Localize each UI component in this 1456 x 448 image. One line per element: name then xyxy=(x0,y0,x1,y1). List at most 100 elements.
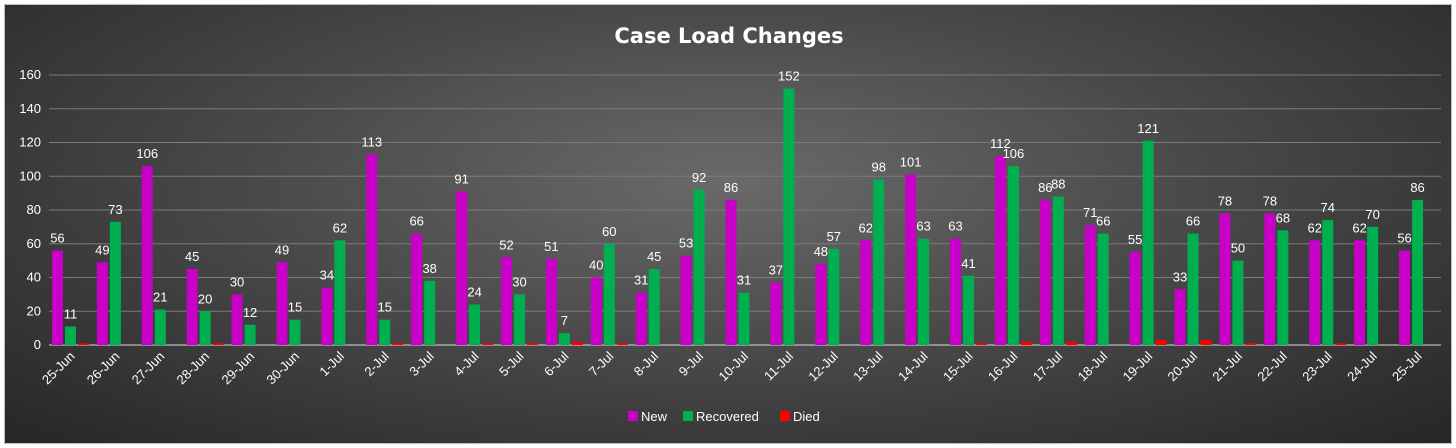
x-tick-label: 25-Jul xyxy=(1389,348,1425,384)
legend: New Recovered Died xyxy=(628,409,820,424)
data-label-new: 113 xyxy=(361,134,382,149)
y-tick-label: 60 xyxy=(27,236,41,251)
y-tick-label: 40 xyxy=(27,270,41,285)
bar-died-19-Jul xyxy=(1155,339,1167,345)
bar-recovered-4-Jul xyxy=(469,304,481,345)
legend-item-new: New xyxy=(628,409,668,424)
x-tick-label: 2-Jul xyxy=(361,348,392,379)
bar-recovered-7-Jul xyxy=(603,243,615,345)
chart-frame: Case Load Changes 0 20 40 60 80 100 120 140 160 … xyxy=(4,4,1452,444)
data-label-recovered: 66 xyxy=(1186,214,1200,229)
data-label-recovered: 63 xyxy=(916,219,930,234)
x-tick-label: 1-Jul xyxy=(316,348,347,379)
data-label-new: 55 xyxy=(1128,232,1142,247)
bar-died-7-Jul xyxy=(616,343,628,345)
data-label-recovered: 21 xyxy=(153,290,167,305)
data-label-new: 49 xyxy=(275,242,289,257)
bar-died-6-Jul xyxy=(571,341,583,345)
bar-recovered-15-Jul xyxy=(963,275,975,345)
bar-recovered-28-Jun xyxy=(199,311,211,345)
bar-new-3-Jul xyxy=(411,233,423,345)
bar-new-17-Jul xyxy=(1039,199,1051,345)
bar-died-17-Jul xyxy=(1065,341,1077,345)
bar-recovered-6-Jul xyxy=(558,333,570,345)
y-tick-label: 100 xyxy=(19,168,41,183)
bar-new-2-Jul xyxy=(366,154,378,345)
bar-recovered-17-Jul xyxy=(1052,196,1064,345)
x-tick-label: 15-Jul xyxy=(940,348,976,384)
bar-new-23-Jul xyxy=(1309,240,1321,345)
x-tick-label: 3-Jul xyxy=(406,348,437,379)
x-tick-label: 18-Jul xyxy=(1075,348,1111,384)
data-label-recovered: 62 xyxy=(333,220,347,235)
bar-recovered-12-Jul xyxy=(828,248,840,345)
data-label-new: 37 xyxy=(769,263,783,278)
x-tick-label: 22-Jul xyxy=(1254,348,1290,384)
bar-new-7-Jul xyxy=(590,277,602,345)
bar-new-14-Jul xyxy=(905,174,917,345)
data-label-recovered: 92 xyxy=(692,170,706,185)
data-label-new: 112 xyxy=(990,136,1011,151)
bar-new-20-Jul xyxy=(1174,289,1186,345)
x-tick-label: 10-Jul xyxy=(715,348,751,384)
data-label-recovered: 45 xyxy=(647,249,661,264)
legend-swatch xyxy=(780,411,790,421)
y-tick-label: 120 xyxy=(19,135,41,150)
data-label-recovered: 60 xyxy=(602,224,616,239)
bar-recovered-25-Jun xyxy=(64,326,76,345)
data-label-new: 49 xyxy=(95,242,109,257)
x-tick-label: 5-Jul xyxy=(496,348,527,379)
bar-recovered-2-Jul xyxy=(379,319,391,345)
bar-recovered-5-Jul xyxy=(513,294,525,345)
legend-label: New xyxy=(641,409,668,424)
data-label-new: 71 xyxy=(1083,205,1097,220)
bar-new-25-Jun xyxy=(51,250,63,345)
x-tick-label: 29-Jun xyxy=(218,349,257,388)
data-label-new: 91 xyxy=(454,171,468,186)
bar-recovered-30-Jun xyxy=(289,319,301,345)
data-label-recovered: 15 xyxy=(378,300,392,315)
bar-new-4-Jul xyxy=(456,191,468,345)
bar-died-16-Jul xyxy=(1020,341,1032,345)
data-label-new: 52 xyxy=(499,237,513,252)
bar-died-23-Jul xyxy=(1335,343,1347,345)
bar-new-10-Jul xyxy=(725,199,737,345)
data-label-new: 106 xyxy=(136,146,158,161)
data-label-recovered: 15 xyxy=(288,300,302,315)
bars xyxy=(51,88,1424,345)
bar-recovered-19-Jul xyxy=(1142,140,1154,345)
x-tick-label: 9-Jul xyxy=(676,348,707,379)
data-label-recovered: 98 xyxy=(871,160,885,175)
bar-new-5-Jul xyxy=(500,257,512,345)
y-tick-label: 20 xyxy=(27,303,41,318)
bar-recovered-20-Jul xyxy=(1187,233,1199,345)
x-tick-label: 21-Jul xyxy=(1209,348,1245,384)
data-label-new: 33 xyxy=(1173,269,1187,284)
y-tick-label: 0 xyxy=(34,337,41,352)
data-label-new: 63 xyxy=(948,219,962,234)
data-label-recovered: 73 xyxy=(108,202,122,217)
data-label-recovered: 152 xyxy=(778,69,800,84)
x-tick-label: 30-Jun xyxy=(263,349,302,388)
bar-new-19-Jul xyxy=(1129,252,1141,345)
data-label-recovered: 11 xyxy=(64,306,78,321)
data-label-new: 101 xyxy=(900,155,922,170)
y-tick-label: 140 xyxy=(19,101,41,116)
data-label-recovered: 41 xyxy=(961,256,975,271)
bar-new-15-Jul xyxy=(950,238,962,345)
bar-recovered-24-Jul xyxy=(1367,226,1379,345)
data-label-new: 86 xyxy=(1038,180,1052,195)
bar-recovered-8-Jul xyxy=(648,269,660,345)
data-label-recovered: 20 xyxy=(198,291,212,306)
bar-died-15-Jul xyxy=(976,343,988,345)
y-tick-label: 160 xyxy=(19,67,41,82)
bar-new-22-Jul xyxy=(1264,213,1276,345)
legend-label: Died xyxy=(793,409,820,424)
data-label-new: 66 xyxy=(409,214,423,229)
x-tick-label: 14-Jul xyxy=(895,348,931,384)
x-tick-label: 11-Jul xyxy=(761,348,796,383)
data-label-recovered: 50 xyxy=(1231,241,1245,256)
data-label-new: 30 xyxy=(230,274,244,289)
legend-swatch xyxy=(683,411,693,421)
data-label-new: 56 xyxy=(1397,231,1411,246)
